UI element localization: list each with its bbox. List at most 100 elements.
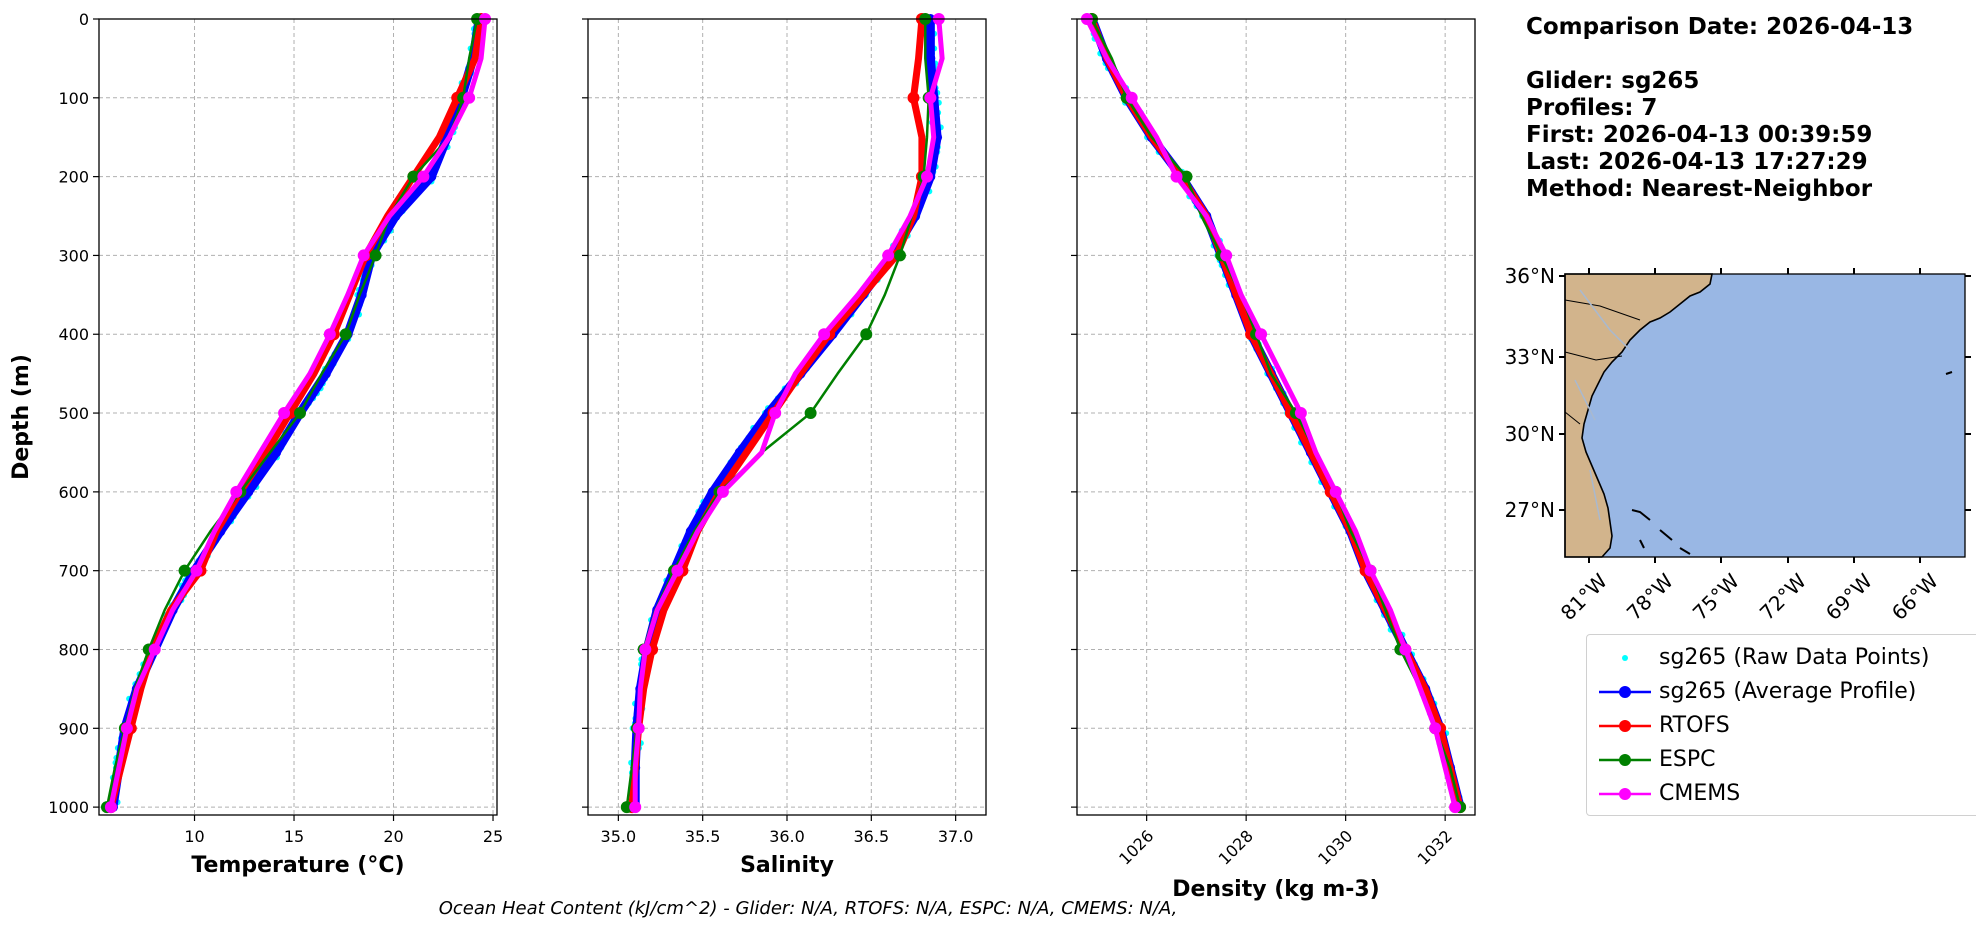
chart-panel-3: 1026 1028 1030 1032 Density (kg m-3)	[1071, 13, 1476, 902]
x-tick-label: 37.0	[938, 827, 974, 846]
map-lon-label: 81°W	[1556, 569, 1612, 625]
axes-frame	[98, 18, 498, 816]
x-axis-label: Temperature (°C)	[191, 853, 404, 878]
map-lon-label: 66°W	[1887, 569, 1943, 625]
x-tick-label: 1032	[1414, 826, 1456, 868]
legend-label: CMEMS	[1659, 781, 1741, 806]
legend-item-raw: sg265 (Raw Data Points)	[1587, 641, 1976, 675]
series-marker-cmems	[278, 407, 291, 420]
series-marker-cmems	[769, 407, 782, 420]
legend-marker	[1619, 754, 1631, 766]
legend-marker	[1619, 720, 1631, 732]
series-marker-avg	[925, 53, 936, 64]
series-marker-espc	[339, 328, 352, 341]
first-time: First: 2026-04-13 00:39:59	[1526, 122, 1873, 148]
series-marker-cmems	[629, 801, 642, 814]
series-marker-cmems	[1125, 91, 1138, 104]
map-lon-label: 75°W	[1688, 569, 1744, 625]
profile-count: Profiles: 7	[1526, 95, 1658, 121]
legend-marker	[1622, 655, 1628, 661]
series-marker-cmems	[190, 564, 203, 577]
series-marker-cmems	[1170, 170, 1183, 183]
y-tick-label: 100	[58, 89, 89, 108]
series-marker-espc	[407, 170, 420, 183]
x-tick-label: 15	[284, 827, 304, 846]
method: Method: Nearest-Neighbor	[1526, 176, 1873, 202]
series-marker-cmems	[1255, 328, 1268, 341]
x-tick-label: 35.0	[601, 827, 637, 846]
series-marker-espc	[620, 801, 633, 814]
series-marker-cmems	[924, 91, 937, 104]
series-marker-cmems	[671, 564, 684, 577]
x-tick-label: 20	[383, 827, 403, 846]
map-lat-label: 27°N	[1505, 498, 1555, 522]
series-marker-cmems	[632, 722, 645, 735]
x-tick-label: 1028	[1215, 826, 1257, 868]
y-tick-label: 300	[58, 246, 89, 265]
x-tick-label: 36.5	[854, 827, 890, 846]
series-marker-cmems	[1220, 249, 1233, 262]
legend-item-rtofs: RTOFS	[1587, 709, 1976, 743]
legend-swatch-rtofs	[1599, 720, 1651, 732]
y-tick-label: 900	[58, 719, 89, 738]
y-tick-label: 200	[58, 168, 89, 187]
map-lat-label: 30°N	[1505, 422, 1555, 446]
series-marker-espc	[860, 328, 873, 341]
info-panel: Comparison Date: 2026-04-13 Glider: sg265…	[1526, 14, 1913, 203]
footer-ohc: Ocean Heat Content (kJ/cm^2) - Glider: N…	[438, 898, 1178, 919]
map-land	[1564, 273, 1713, 558]
x-tick-label: 25	[483, 827, 503, 846]
inset-map: 81°W 78°W 75°W 72°W 69°W 66°W 36°N 33°N 30°N 27°N	[1505, 264, 1971, 625]
series-marker-cmems	[639, 643, 652, 656]
y-tick-label: 500	[58, 404, 89, 423]
legend-label: sg265 (Average Profile)	[1659, 679, 1917, 704]
series-marker-cmems	[104, 801, 117, 814]
series-marker-cmems	[463, 91, 476, 104]
x-tick-label: 35.5	[685, 827, 721, 846]
series-marker-espc	[369, 249, 382, 262]
legend-marker	[1619, 788, 1631, 800]
x-tick-label: 36.0	[769, 827, 805, 846]
series-marker-cmems	[1429, 722, 1442, 735]
series-marker-espc	[1180, 170, 1193, 183]
glider-name: Glider: sg265	[1526, 68, 1700, 94]
series-marker-cmems	[417, 170, 430, 183]
map-frame	[1564, 273, 1966, 558]
map-state-borders	[1564, 299, 1641, 425]
series-marker-cmems	[818, 328, 831, 341]
x-axis-label: Density (kg m-3)	[1172, 877, 1380, 902]
series-marker-cmems	[357, 249, 370, 262]
comparison-date: Comparison Date: 2026-04-13	[1526, 14, 1914, 40]
legend-item-espc: ESPC	[1587, 743, 1976, 777]
chart-panel-2: 35.0 35.5 36.0 36.5 37.0 Salinity	[582, 13, 987, 878]
series-marker-cmems	[1364, 564, 1377, 577]
y-axis-label: Depth (m)	[9, 354, 34, 480]
map-lon-label: 69°W	[1821, 569, 1877, 625]
y-tick-label: 400	[58, 325, 89, 344]
legend-label: ESPC	[1659, 747, 1716, 772]
series-marker-cmems	[323, 328, 336, 341]
y-tick-label: 1000	[48, 798, 89, 817]
series-marker-cmems	[148, 643, 161, 656]
legend-swatch-avg	[1599, 686, 1651, 698]
series-marker-espc	[804, 407, 817, 420]
y-tick-label: 700	[58, 562, 89, 581]
x-tick-label: 1026	[1115, 826, 1157, 868]
series-marker-cmems	[1399, 643, 1412, 656]
map-islands	[1631, 371, 1953, 555]
y-tick-label: 600	[58, 483, 89, 502]
series-marker-avg	[426, 171, 437, 182]
series-marker-cmems	[716, 485, 729, 498]
y-tick-label: 800	[58, 640, 89, 659]
map-lat-label: 33°N	[1505, 345, 1555, 369]
map-lon-label: 72°W	[1755, 569, 1811, 625]
series-marker-cmems	[1294, 407, 1307, 420]
legend-item-avg: sg265 (Average Profile)	[1587, 675, 1976, 709]
map-lat-label: 36°N	[1505, 264, 1555, 288]
series-marker-rtofs	[907, 91, 920, 104]
series-marker-espc	[293, 407, 306, 420]
series-marker-avg	[271, 447, 282, 458]
chart-panel-1: 0 100 200 300 400 500 600 700 800 900 1000 10 15 20 25…	[9, 10, 503, 878]
legend-swatch-cmems	[1599, 788, 1651, 800]
